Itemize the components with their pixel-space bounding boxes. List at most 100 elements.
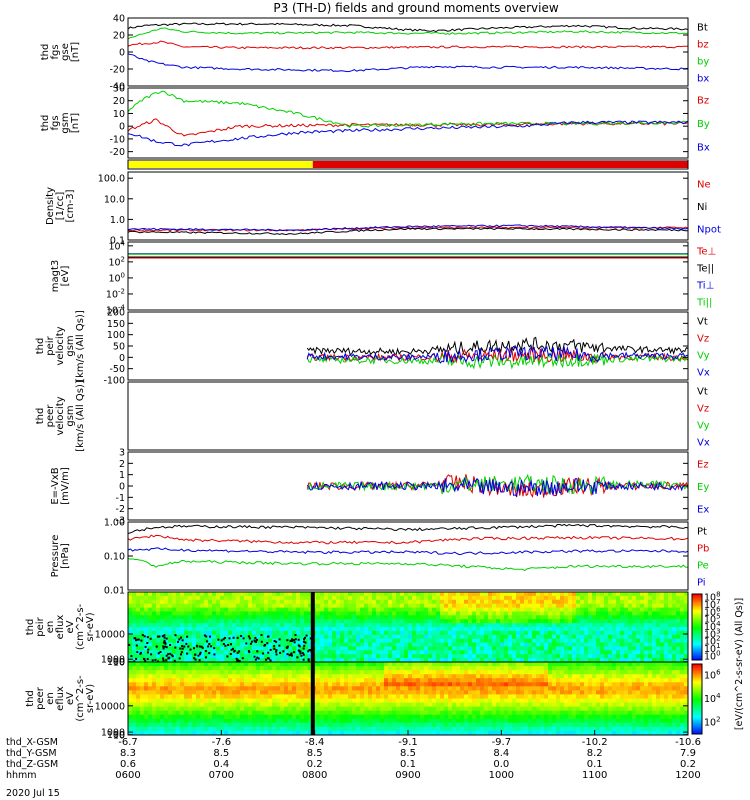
ytick-label-density-2: 1.0 <box>110 215 125 226</box>
heatmap-peir-eflux <box>128 592 689 663</box>
legend-pressure-Pi: Pi <box>697 578 706 589</box>
xaxis-value-1-1: 8.5 <box>213 748 229 759</box>
ylabel-peer-eflux: thdpeerenefluxeV(cm^2-s-sr-eV) <box>25 675 96 722</box>
ylabel-peir-velocity: thdpeirvelocitygsm[km/s (All Qs)] <box>35 310 86 382</box>
ytick-label-density-1: 10.0 <box>104 194 125 205</box>
ytick-label-efield-6: -3 <box>116 516 125 527</box>
x-axis: thd_X-GSM -6.7 -7.6 -8.4 -9.1 -9.7 -10.2 -10.6 t… <box>6 730 701 781</box>
legend-density-Npot: Npot <box>697 225 721 236</box>
ytick-label-peer-eflux-2: 100 <box>107 730 125 741</box>
date-label: 2020 Jul 15 <box>6 788 60 799</box>
xaxis-value-2-2: 0.2 <box>307 759 323 770</box>
legend-fgs-gse-bx: bx <box>697 74 709 85</box>
xaxis-value-1-2: 8.5 <box>307 748 323 759</box>
xaxis-value-3-0: 0600 <box>115 770 140 781</box>
series-density-Npot <box>127 224 689 232</box>
ytick-label-peir-eflux-0: 10000 <box>95 630 125 641</box>
ytick-label-temperature-1: 102 <box>108 255 125 268</box>
legend-peer-velocity-Vz: Vz <box>697 404 709 415</box>
ytick-label-density-0: 100.0 <box>98 174 125 185</box>
legend-fgs-gse-by: by <box>697 57 709 68</box>
ytick-label-peer-eflux-3: 10 <box>113 730 125 741</box>
series-efield-Ey <box>307 473 689 495</box>
ytick-label-pressure-0: 1.00 <box>104 518 125 529</box>
colorbar-peer-tick-2: 102 <box>704 715 721 728</box>
xaxis-row-label-0: thd_X-GSM <box>6 737 58 748</box>
frame-peer-velocity <box>127 381 689 451</box>
ytick-label-temperature-0: 104 <box>108 239 125 252</box>
legend-efield-Ez: Ez <box>697 459 709 470</box>
ytick-label-fgs-gse-0: 40 <box>113 14 125 25</box>
mode-bar-frame <box>127 159 689 170</box>
series-peir-velocity-Vt <box>306 336 689 356</box>
legend-fgs-gsm-Bz: Bz <box>697 96 709 107</box>
xaxis-value-3-5: 1100 <box>582 770 607 781</box>
legend-temperature-Te||: Te|| <box>696 264 714 275</box>
colorbar-peir-tick-8: 100 <box>704 649 721 662</box>
xaxis-value-3-3: 0900 <box>395 770 420 781</box>
xaxis-value-0-6: -10.6 <box>675 737 701 748</box>
ytick-label-peir-velocity-3: 50 <box>113 342 125 353</box>
panel-peer-velocity: thdpeervelocitygsm[km/s (All Qs)] Vt Vz Vy V… <box>35 380 710 452</box>
ytick-label-pressure-2: 0.01 <box>104 586 125 597</box>
data-gap-peer-eflux <box>310 662 315 735</box>
legend-peer-velocity-Vx: Vx <box>697 438 710 449</box>
ylabel-peer-velocity: thdpeervelocitygsm[km/s (All Qs)] <box>35 380 86 452</box>
xaxis-value-1-3: 8.5 <box>400 748 416 759</box>
ytick-label-temperature-3: 10-2 <box>106 287 125 300</box>
ytick-label-fgs-gsm-4: -10 <box>109 134 125 145</box>
ytick-label-peir-velocity-2: 100 <box>107 330 125 341</box>
series-efield-Ex <box>306 476 689 498</box>
legend-fgs-gse-Bt: Bt <box>697 23 708 34</box>
legend-peer-velocity-Vy: Vy <box>697 421 710 432</box>
ytick-label-peer-eflux-0: 10000 <box>95 701 125 712</box>
legend-peir-velocity-Vx: Vx <box>697 368 710 379</box>
xaxis-value-2-0: 0.6 <box>120 759 136 770</box>
ylabel-fgs-gsm: thdfgsgsm[nT] <box>40 112 81 133</box>
series-efield-Ez <box>306 474 689 499</box>
legend-fgs-gsm-By: By <box>697 119 710 130</box>
ytick-label-peer-eflux-1: 1000 <box>101 728 125 739</box>
panels: 40200-20-40thdfgsgse[nT]Btbzbybx3020100-… <box>25 14 721 742</box>
legend-temperature-Te⊥: Te⊥ <box>696 247 716 258</box>
xaxis-value-2-1: 0.4 <box>213 759 229 770</box>
colorbar-peer-frame <box>691 663 703 735</box>
xaxis-value-3-6: 1200 <box>675 770 700 781</box>
ylabel-pressure: Pressure[nPa] <box>50 535 71 578</box>
ytick-label-efield-5: -2 <box>116 504 125 515</box>
ytick-label-fgs-gsm-5: -20 <box>109 147 125 158</box>
legend-peer-velocity-Vt: Vt <box>697 387 708 398</box>
heatmap-peer-eflux <box>128 662 689 736</box>
ytick-label-peir-velocity-6: -100 <box>103 376 125 387</box>
legend-efield-Ex: Ex <box>697 505 709 516</box>
mode-bar-red <box>312 161 688 168</box>
plot-title: P3 (TH-D) fields and ground moments over… <box>273 1 558 15</box>
ytick-label-fgs-gse-1: 20 <box>113 31 125 42</box>
ytick-label-peir-velocity-0: 200 <box>107 308 125 319</box>
frame-fgs-gse <box>127 17 689 87</box>
ytick-label-fgs-gsm-2: 10 <box>113 109 125 120</box>
series-pressure-Pi <box>127 547 689 556</box>
xaxis-value-0-5: -10.2 <box>582 737 608 748</box>
legend-pressure-Pe: Pe <box>697 561 709 572</box>
legend-peir-velocity-Vt: Vt <box>697 317 708 328</box>
ylabel-temperature: magt3[eV] <box>50 260 71 293</box>
ytick-label-efield-0: 3 <box>119 448 125 459</box>
series-fgs-gse-by <box>127 27 689 40</box>
xaxis-value-1-4: 8.4 <box>493 748 509 759</box>
xaxis-row-label-3: hhmm <box>6 770 37 781</box>
panel-pressure: 1.00 0.10 0.01 Pressure[nPa] Pt Pb Pe Pi <box>50 518 709 597</box>
ytick-label-fgs-gse-4: -40 <box>109 82 125 93</box>
mode-bar <box>127 159 689 170</box>
ytick-label-efield-3: 0 <box>119 482 125 493</box>
ylabel-efield: E=-VxB[mV/m] <box>50 467 71 505</box>
colorbar-peir-frame <box>691 593 703 661</box>
xaxis-value-3-1: 0700 <box>209 770 234 781</box>
legend-peir-velocity-Vy: Vy <box>697 351 710 362</box>
